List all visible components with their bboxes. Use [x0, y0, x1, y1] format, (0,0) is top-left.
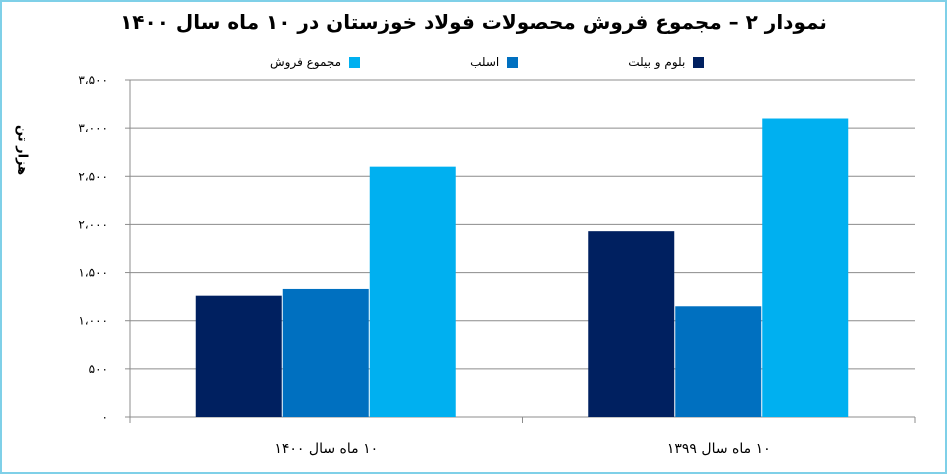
- legend-swatch-slab: [507, 56, 519, 68]
- y-tick-label: ۳،۰۰۰: [78, 121, 108, 135]
- y-tick-label: ۵۰۰: [89, 362, 108, 376]
- chart-title: نمودار ۲ – مجموع فروش محصولات فولاد خوزس…: [120, 10, 827, 34]
- legend-item-bloom: بلوم و بیلت: [628, 55, 705, 69]
- legend-item-slab: اسلب: [470, 55, 519, 69]
- bar-bloom: [195, 295, 282, 417]
- bar-slab: [282, 288, 369, 417]
- legend-label-bloom: بلوم و بیلت: [628, 55, 686, 69]
- y-tick-label: ۲،۰۰۰: [78, 217, 108, 231]
- x-tick-label: ۱۰ ماه سال ۱۴۰۰: [274, 441, 378, 457]
- legend-swatch-total: [349, 56, 361, 68]
- legend: بلوم و بیلت اسلب مجموع فروش: [270, 55, 705, 69]
- legend-label-total: مجموع فروش: [270, 55, 342, 69]
- legend-label-slab: اسلب: [470, 55, 500, 69]
- bar-total: [369, 166, 456, 417]
- bar-bloom: [588, 231, 675, 417]
- y-tick-label: ۳،۵۰۰: [78, 73, 108, 87]
- legend-item-total: مجموع فروش: [270, 55, 361, 69]
- y-tick-label: ۲،۵۰۰: [78, 169, 108, 183]
- bar-total: [762, 118, 849, 417]
- y-tick-label: ۱،۵۰۰: [78, 266, 108, 280]
- bar-slab: [675, 306, 762, 417]
- legend-swatch-bloom: [693, 56, 705, 68]
- y-tick-label: ۰: [102, 410, 108, 424]
- y-tick-label: ۱،۰۰۰: [78, 314, 108, 328]
- y-axis-label: هزار تن: [14, 124, 30, 176]
- x-tick-label: ۱۰ ماه سال ۱۳۹۹: [667, 441, 771, 457]
